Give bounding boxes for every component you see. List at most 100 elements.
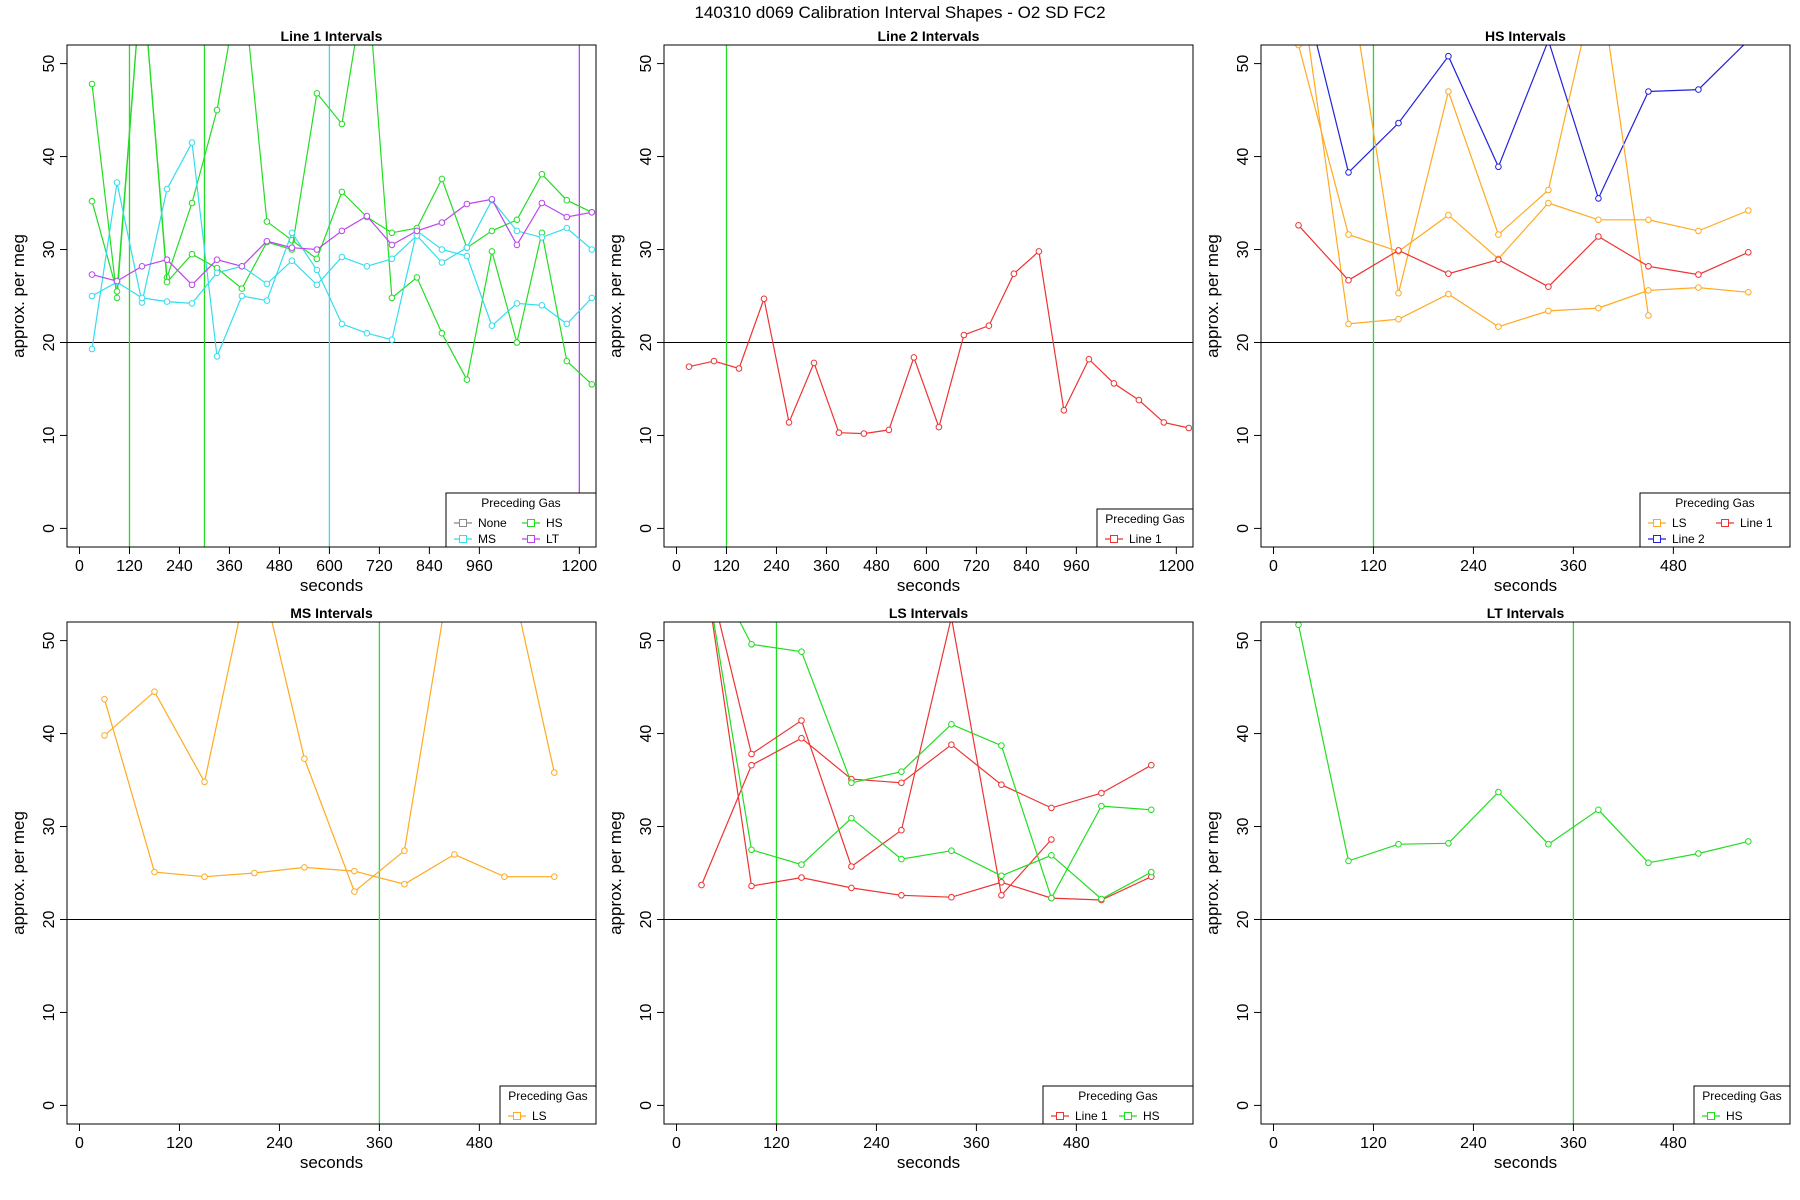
panel-5-series-1-point-5 [898,779,905,787]
panel-3-series-1-point-4 [1445,52,1452,60]
panel-3-series-1-point-5 [1495,163,1502,171]
panel-6-xtick-label-360: 360 [1560,1135,1587,1152]
panel-1-series-3-point-20 [563,320,571,328]
panel-1-series-4-point-15 [438,259,446,266]
panel-1-frame [66,44,597,548]
panel-1-series-5-point-18 [513,241,521,249]
panel-1-series-5-point-8 [263,237,271,245]
panel-6-series-1-line [1297,624,1749,864]
panel-3-series-3-point-3 [1395,315,1402,323]
panel-1-series-1-point-13 [388,229,396,237]
panel-5-series-3-line [718,622,1052,897]
panel-5-series-2-point-3 [798,874,805,881]
panel-1-series-3-point-21 [588,294,596,302]
panel-5-series-4-point-10 [1148,806,1155,814]
panel-4-series-1-point-7 [401,880,408,888]
panel-4-ytick-label-50: 50 [41,632,58,650]
panel-3-legend-label-3: Line 2 [1672,532,1705,546]
panel-5-series-2-point-1 [699,545,705,551]
panel-2-series-1-point-16 [1060,407,1068,414]
panel-2-series-1-point-8 [860,430,868,437]
panel-1-series-3-point-12 [363,329,371,337]
panel-5-series-1-point-1 [698,881,705,889]
panel-6-legend-marker-1 [1707,1112,1715,1120]
panel-5-series-1-line [700,737,1152,886]
panel-3-series-1-point-10 [1746,38,1752,44]
panel-3-ytick-label-50: 50 [1235,55,1252,73]
panel-3-series-5-line [1298,224,1749,288]
panel-3-series-3-point-8 [1645,287,1652,294]
panel-2: Line 2 Intervals 0 120 240 360 480 600 720 840 96… [606,28,1194,595]
panel-3-xtick-label-120: 120 [1360,558,1387,575]
panel-3-ytick-label-30: 30 [1235,241,1252,259]
panel-6-xtick-label-120: 120 [1360,1135,1387,1152]
panel-1-series-2-point-1 [88,197,96,205]
panel-2-legend-title: Preceding Gas [1105,512,1184,526]
panel-5-xtick-label-0: 0 [672,1135,681,1152]
panel-3-xtick-label-360: 360 [1560,558,1587,575]
panel-2-series-1-point-13 [985,322,993,330]
panel-1-series-4-point-1 [88,292,96,300]
panel-3-series-5-point-6 [1545,283,1552,291]
panel-1-series-3-point-17 [488,322,496,330]
panel-1-series-4-point-5 [188,300,196,307]
panel-4-series-2-line [104,622,555,893]
panel-2-xlabel: seconds [897,576,960,595]
panel-4-title: MS Intervals [290,605,373,621]
panel-1-series-5-point-6 [213,256,221,264]
panel-1-series-2-point-18 [513,339,521,346]
panel-2-xtick-label-240: 240 [763,558,790,575]
panel-3-ytick-label-20: 20 [1235,333,1252,351]
panel-3-series-5-point-4 [1445,270,1452,278]
panel-1-series-5-point-1 [88,271,96,278]
panel-3-series-2-point-4 [1445,211,1452,219]
panel-6: LT Intervals 0 120 240 360 480 0 10 20 30 40 50 seco… [1203,605,1791,1172]
panel-1-series-3-point-7 [238,292,246,300]
panel-5-xtick-label-240: 240 [863,1135,890,1152]
panel-2-series-1-point-7 [835,429,843,437]
panel-5-ytick-label-0: 0 [638,1101,655,1110]
panel-2-series-1-point-15 [1035,248,1043,255]
panel-3-series-3-point-2 [1345,320,1352,328]
panel-4-series-2-point-3 [201,778,208,786]
panel-5-series-1-point-8 [1048,804,1055,812]
panel-5-series-4-point-1 [699,545,705,551]
panel-3-series-3-point-7 [1595,304,1602,312]
panel-3-series-4-point-6 [1545,186,1552,194]
panel-1-series-2-point-10 [313,90,321,97]
panel-4-xtick-label-120: 120 [166,1135,193,1152]
panel-5-legend-marker-2 [1124,1112,1132,1120]
panel-6-series-1-point-5 [1495,788,1502,796]
panel-2-ytick-label-50: 50 [638,55,655,73]
panel-4-legend-label-1: LS [532,1109,547,1123]
panel-3-series-4-point-3 [1395,289,1402,297]
panel-1-series-3-point-8 [263,297,271,304]
panel-1-title: Line 1 Intervals [281,28,383,44]
panel-1-series-4-point-4 [163,298,171,305]
panel-6-series-1-point-6 [1545,840,1552,848]
panel-1-series-2-point-15 [438,329,446,337]
panel-1-series-2-point-16 [463,376,471,384]
panel-2-series-1-point-10 [910,354,918,361]
panel-2-ytick-label-40: 40 [638,148,655,166]
panel-2-xtick-label-600: 600 [913,558,940,575]
panel-3-series-3-point-4 [1445,290,1452,298]
panel-5-legend-label-2: HS [1143,1109,1160,1123]
panel-3-series-4-point-5 [1495,231,1502,238]
panel-1-ytick-label-0: 0 [41,524,58,533]
panel-5-legend-label-1: Line 1 [1075,1109,1108,1123]
panel-1-xtick-label-960: 960 [466,558,493,575]
panel-1-ytick-label-40: 40 [41,148,58,166]
panel-6-ytick-label-40: 40 [1235,725,1252,743]
panel-2-series-1-point-18 [1110,380,1118,387]
panel-6-ytick-label-30: 30 [1235,818,1252,836]
panel-4-xlabel: seconds [300,1153,363,1172]
panel-4-series-2-point-1 [101,732,108,739]
panel-4: MS Intervals 0 120 240 360 480 0 10 20 30 40 50 seco… [9,605,597,1172]
panel-5-series-5-point-3 [798,861,805,868]
panel-1-ytick-label-50: 50 [41,55,58,73]
panel-2-xtick-label-1200: 1200 [1159,558,1195,575]
panel-3-series-2-point-10 [1745,207,1752,214]
panel-1-series-4-point-12 [363,263,371,270]
panel-4-series-1-point-5 [301,864,308,871]
